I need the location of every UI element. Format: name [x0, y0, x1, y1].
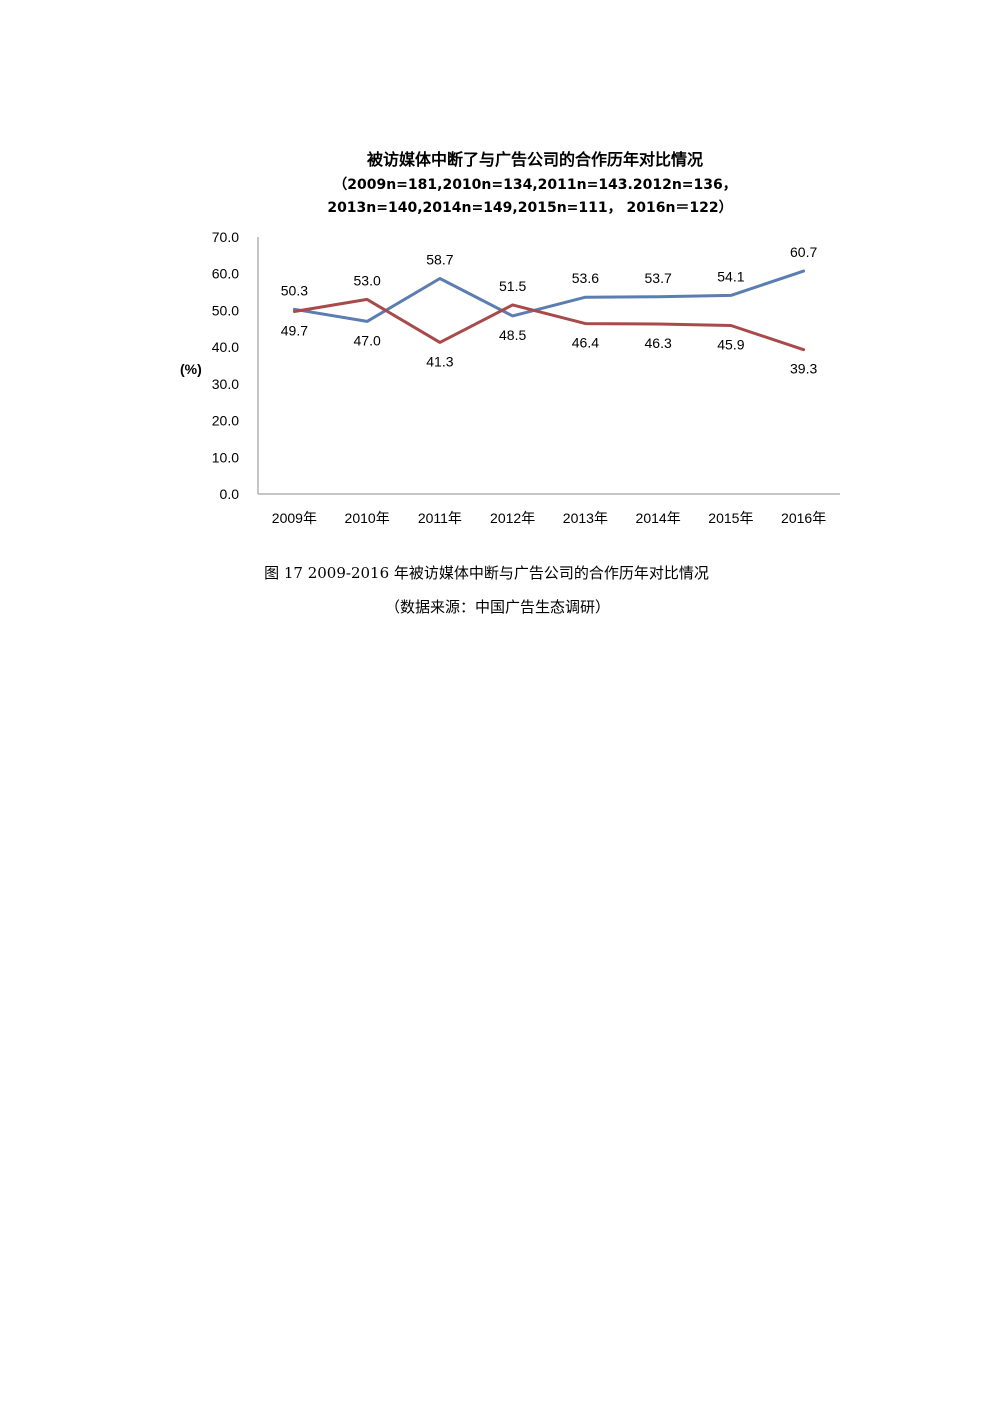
data-label-series-1: 58.7: [426, 251, 453, 267]
x-tick-label: 2012年: [490, 510, 535, 526]
data-label-series-2: 46.4: [572, 335, 599, 351]
x-tick-label: 2010年: [345, 510, 390, 526]
data-label-series-1: 54.1: [717, 268, 744, 284]
series-line-2: [292, 297, 806, 352]
y-tick-label: 10.0: [212, 449, 239, 465]
data-label-series-2: 53.0: [354, 272, 381, 288]
y-tick-label: 0.0: [220, 486, 240, 502]
chart-title: 被访媒体中断了与广告公司的合作历年对比情况: [367, 150, 703, 169]
y-tick-label: 50.0: [212, 302, 239, 318]
axes: [257, 237, 840, 495]
data-label-series-2: 41.3: [426, 353, 453, 369]
x-tick-label: 2014年: [636, 510, 681, 526]
y-tick-labels: 0.0 10.0 20.0 30.0 40.0 50.0 60.0 70.0: [212, 229, 239, 502]
data-label-series-1: 47.0: [354, 332, 381, 348]
chart-subtitle-line2: 2013n=140,2014n=149,2015n=111， 2016n＝122…: [327, 200, 732, 216]
data-label-series-2: 39.3: [790, 361, 817, 377]
y-tick-label: 20.0: [212, 413, 239, 429]
data-label-series-2: 49.7: [281, 323, 308, 339]
x-tick-label: 2013年: [563, 510, 608, 526]
data-source: （数据来源：中国广告生态调研）: [384, 598, 610, 616]
chart-subtitle-line1: （2009n=181,2010n=134,2011n=143.2012n=136…: [333, 177, 737, 193]
figure-caption: 图 17 2009-2016 年被访媒体中断与广告公司的合作历年对比情况: [264, 564, 709, 582]
x-tick-label: 2016年: [781, 510, 826, 526]
data-label-series-1: 53.6: [572, 270, 599, 286]
series-line-1: [292, 269, 806, 323]
data-label-series-1: 60.7: [790, 244, 817, 260]
y-tick-label: 60.0: [212, 266, 239, 282]
data-label-series-1: 50.3: [281, 282, 308, 298]
y-axis-label: (%): [180, 361, 202, 377]
chart-svg: 被访媒体中断了与广告公司的合作历年对比情况 （2009n=181,2010n=1…: [180, 150, 840, 526]
y-tick-label: 30.0: [212, 376, 239, 392]
x-tick-label: 2011年: [418, 510, 462, 526]
x-tick-label: 2015年: [708, 510, 753, 526]
y-tick-label: 40.0: [212, 339, 239, 355]
data-label-series-2: 46.3: [645, 335, 672, 351]
x-tick-label: 2009年: [272, 510, 317, 526]
line-chart: 被访媒体中断了与广告公司的合作历年对比情况 （2009n=181,2010n=1…: [0, 0, 991, 560]
x-tick-labels: 2009年 2010年 2011年 2012年 2013年 2014年 2015年 2016年: [272, 510, 826, 526]
y-tick-label: 70.0: [212, 229, 239, 245]
data-label-series-2: 45.9: [717, 336, 744, 352]
data-label-series-1: 48.5: [499, 327, 526, 343]
data-label-series-1: 53.7: [645, 270, 672, 286]
series-lines: [292, 269, 806, 352]
data-label-series-2: 51.5: [499, 278, 526, 294]
data-labels: 50.3 47.0 58.7 48.5 53.6 53.7 54.1 60.7 49.7 53.0…: [281, 244, 818, 377]
